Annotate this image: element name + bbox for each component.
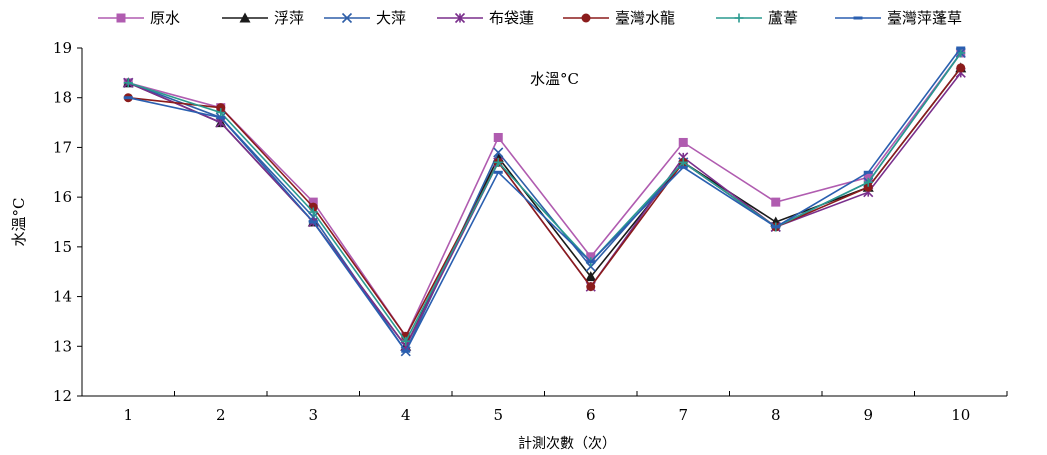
data-point (678, 157, 688, 167)
legend-label: 臺灣水龍 (615, 9, 675, 27)
legend: 原水 浮萍 大萍 布袋蓮 臺灣水龍 蘆葦 臺灣萍蓬草 (98, 9, 962, 27)
data-point (863, 170, 873, 174)
legend-item-3: 大萍 (324, 9, 406, 27)
data-point (493, 157, 503, 167)
data-point (493, 132, 503, 142)
data-point (215, 117, 226, 128)
y-axis-label: 水溫°C (10, 198, 28, 247)
legend-marker (239, 12, 251, 23)
legend-label: 原水 (150, 9, 180, 27)
data-point (216, 108, 226, 118)
data-point (216, 103, 226, 113)
data-point (863, 182, 873, 192)
data-point (956, 46, 966, 50)
x-tick-label: 2 (216, 406, 226, 424)
y-tick-label: 17 (53, 138, 72, 156)
data-point (863, 177, 873, 187)
data-point (771, 197, 781, 207)
legend-marker (853, 16, 863, 20)
y-tick-label: 16 (53, 188, 72, 206)
y-tick-label: 14 (53, 288, 72, 306)
x-tick-label: 10 (951, 406, 970, 424)
legend-item-4: 布袋蓮 (437, 9, 534, 27)
series-line (128, 67, 962, 338)
data-point (586, 260, 596, 264)
x-tick-label: 7 (678, 406, 688, 424)
x-tick-label: 3 (308, 406, 318, 424)
legend-label: 布袋蓮 (489, 9, 534, 27)
data-point (678, 165, 688, 169)
series-2 (122, 62, 967, 351)
x-axis-label: 計測次數（次） (518, 436, 616, 452)
legend-label: 大萍 (376, 9, 406, 27)
x-tick-label: 5 (493, 406, 503, 424)
data-point (308, 197, 318, 207)
series-6 (123, 48, 966, 346)
legend-marker (734, 13, 744, 23)
legend-item-5: 臺灣水龍 (563, 9, 675, 27)
data-point (493, 170, 503, 174)
legend-item-2: 浮萍 (222, 9, 304, 27)
y-tick-label: 18 (53, 89, 72, 107)
series-line (128, 47, 962, 353)
series-7 (123, 46, 966, 353)
series-5 (123, 63, 966, 341)
data-point (586, 252, 596, 262)
y-tick-label: 12 (53, 387, 72, 405)
y-tick-label: 15 (53, 238, 72, 256)
y-ticks: 12 13 14 15 16 17 18 19 (53, 39, 82, 405)
legend-marker (341, 12, 353, 24)
legend-item-6: 蘆葦 (716, 9, 798, 27)
legend-label: 臺灣萍蓬草 (887, 9, 962, 27)
series-1 (123, 48, 966, 341)
legend-label: 蘆葦 (768, 9, 798, 27)
legend-label: 浮萍 (274, 9, 304, 27)
data-point (401, 349, 411, 353)
x-tick-label: 4 (401, 406, 411, 424)
data-point (123, 96, 133, 100)
y-tick-label: 19 (53, 39, 72, 57)
data-point (585, 271, 597, 282)
data-point (956, 63, 966, 73)
series-line (128, 52, 962, 353)
data-point (863, 172, 873, 182)
legend-item-1: 原水 (98, 9, 180, 27)
data-point (308, 220, 318, 224)
chart-title: 水溫°C (530, 70, 579, 88)
series-line (127, 67, 962, 348)
series-line (128, 52, 962, 338)
x-tick-label: 9 (863, 406, 873, 424)
x-tick-label: 1 (123, 406, 133, 424)
data-point (123, 78, 133, 88)
legend-item-7: 臺灣萍蓬草 (835, 9, 962, 27)
axes (81, 48, 1007, 397)
x-tick-label: 8 (771, 406, 781, 424)
data-point (493, 147, 504, 158)
series-line (128, 52, 962, 343)
legend-marker (454, 12, 466, 24)
legend-marker (116, 13, 126, 23)
data-point (401, 336, 411, 346)
series-group (122, 46, 967, 357)
series-3 (123, 47, 966, 357)
x-ticks: 1 2 3 4 5 6 7 8 9 10 (81, 391, 1008, 424)
y-tick-label: 13 (53, 337, 72, 355)
data-point (308, 207, 318, 217)
data-point (216, 116, 226, 120)
data-point (771, 225, 781, 229)
data-point (586, 282, 596, 292)
data-point (585, 261, 596, 272)
legend-marker (581, 13, 591, 23)
x-tick-label: 6 (586, 406, 596, 424)
data-point (678, 137, 688, 147)
